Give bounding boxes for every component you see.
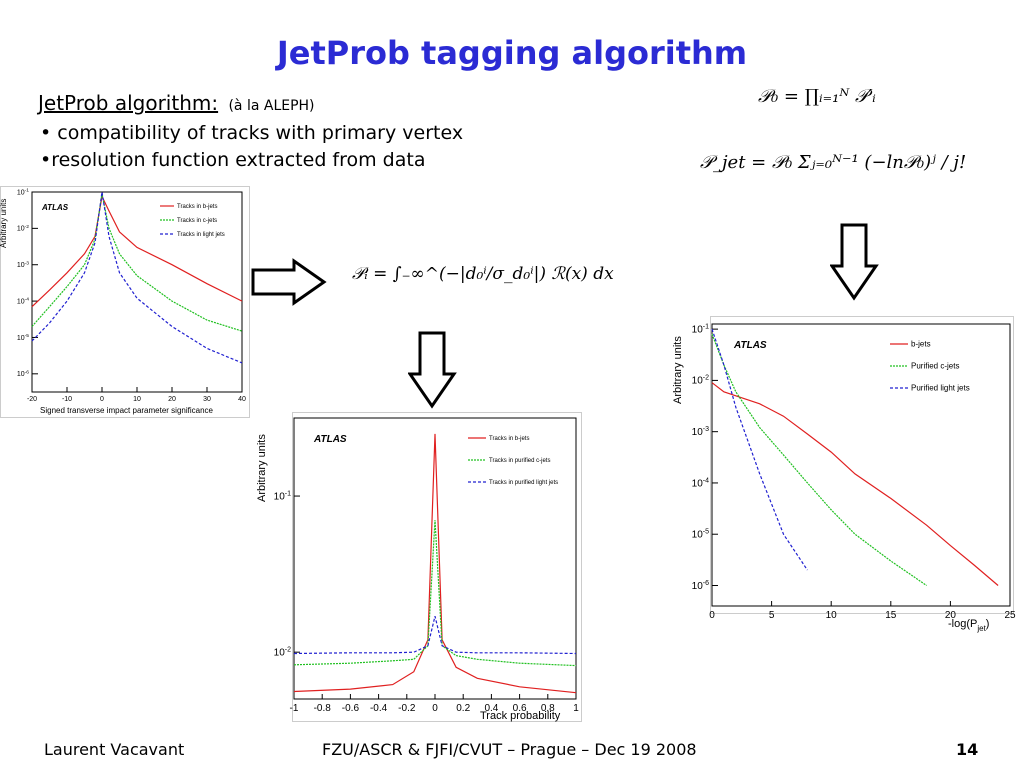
x-tick-label: 0	[432, 703, 438, 714]
legend-label: Tracks in b-jets	[489, 436, 529, 442]
chart-frame	[710, 316, 1014, 614]
x-axis-label: Signed transverse impact parameter signi…	[40, 406, 214, 415]
chart-frame	[292, 412, 582, 722]
atlas-label: ATLAS	[41, 203, 69, 212]
formula-pjet: 𝒫_jet = 𝒫₀ Σⱼ₌₀ᴺ⁻¹ (−ln𝒫₀)ʲ / j!	[700, 152, 967, 173]
x-tick-label: -1	[290, 703, 299, 714]
right-arrow-icon	[251, 258, 327, 306]
atlas-label: ATLAS	[733, 340, 767, 351]
x-tick-label: 0.6	[513, 703, 527, 714]
x-tick-label: 0	[100, 396, 104, 403]
x-tick-label: 0.4	[484, 703, 498, 714]
legend-label: Tracks in purified light jets	[489, 480, 558, 486]
chart-frame	[0, 186, 250, 418]
bullet-resolution: •resolution function extracted from data	[40, 149, 426, 171]
page-number: 14	[956, 740, 979, 759]
chart-impact-parameter: Arbitrary units Signed transverse impact…	[0, 186, 250, 418]
subtitle: JetProb algorithm: (à la ALEPH)	[38, 91, 315, 115]
y-axis-label: Arbitrary units	[0, 199, 8, 248]
down-arrow-icon	[830, 223, 879, 301]
legend-label: Purified c-jets	[911, 362, 959, 371]
formula-p0: 𝒫₀ = ∏ᵢ₌₁ᴺ 𝒫′ᵢ	[758, 86, 876, 107]
series-line	[711, 328, 808, 571]
legend-label: Tracks in b-jets	[177, 204, 217, 210]
y-tick-label: 10-2	[274, 647, 291, 659]
subtitle-note: (à la ALEPH)	[228, 98, 315, 114]
y-axis-label: Arbitrary units	[672, 336, 684, 404]
y-tick-label: 10-3	[692, 426, 709, 438]
series-line	[31, 194, 243, 308]
y-tick-label: 10-6	[17, 369, 29, 378]
x-tick-label: -20	[27, 396, 37, 403]
x-tick-label: -0.6	[342, 703, 360, 714]
x-tick-label: 10	[826, 610, 838, 621]
down-arrow-icon	[408, 331, 457, 409]
atlas-label: ATLAS	[313, 434, 347, 445]
x-tick-label: 1	[573, 703, 579, 714]
footer-venue: FZU/ASCR & FJFI/CVUT – Prague – Dec 19 2…	[322, 740, 697, 759]
y-tick-label: 10-4	[692, 477, 709, 489]
x-tick-label: -0.8	[314, 703, 332, 714]
y-tick-label: 10-2	[692, 375, 709, 387]
chart-track-probability: Arbitrary units Track probability ATLAS …	[256, 412, 582, 722]
x-tick-label: 20	[945, 610, 957, 621]
x-tick-label: 0	[709, 610, 715, 621]
x-tick-label: 25	[1004, 610, 1016, 621]
y-tick-label: 10-5	[17, 333, 29, 342]
chart-jet-probability: Arbitrary units -log(Pjet) ATLAS 0 5 10 15 2…	[672, 316, 1016, 633]
formula-pi: 𝒫ᵢ = ∫₋∞^(−|d₀ⁱ/σ_d₀ⁱ|) ℛ(x) dx	[352, 264, 614, 284]
x-tick-label: 20	[168, 396, 176, 403]
bullet-compatibility: • compatibility of tracks with primary v…	[40, 122, 464, 144]
x-tick-label: 5	[769, 610, 775, 621]
y-tick-label: 10-4	[17, 297, 29, 306]
x-tick-label: -10	[62, 396, 72, 403]
legend-label: Tracks in c-jets	[177, 218, 217, 224]
x-tick-label: 30	[203, 396, 211, 403]
series-line	[711, 382, 999, 586]
x-axis-label: -log(Pjet)	[948, 618, 989, 633]
y-tick-label: 10-1	[692, 323, 709, 335]
y-tick-label: 10-3	[17, 260, 29, 269]
series-line	[293, 520, 577, 667]
x-axis-label: Track probability	[480, 710, 561, 722]
x-tick-label: 40	[238, 396, 246, 403]
y-tick-label: 10-2	[17, 224, 29, 233]
x-tick-label: -0.4	[370, 703, 388, 714]
x-tick-label: 15	[885, 610, 897, 621]
y-tick-label: 10-5	[692, 529, 709, 541]
y-tick-label: 10-6	[692, 580, 709, 592]
series-line	[31, 193, 243, 332]
x-tick-label: -0.2	[398, 703, 416, 714]
series-line	[711, 333, 927, 586]
legend-label: Tracks in purified c-jets	[489, 458, 550, 464]
legend-label: b-jets	[911, 340, 931, 349]
series-line	[31, 191, 243, 364]
subtitle-main: JetProb algorithm:	[38, 91, 219, 115]
x-tick-label: 0.2	[456, 703, 470, 714]
x-tick-label: 0.8	[541, 703, 555, 714]
footer-author: Laurent Vacavant	[44, 740, 185, 759]
y-tick-label: 10-1	[17, 188, 29, 197]
series-line	[293, 433, 577, 694]
series-line	[293, 616, 577, 655]
x-tick-label: 10	[133, 396, 141, 403]
legend-label: Purified light jets	[911, 384, 970, 393]
legend-label: Tracks in light jets	[177, 232, 225, 238]
y-axis-label: Arbitrary units	[256, 434, 268, 502]
y-tick-label: 10-1	[274, 490, 291, 502]
plot-frame	[711, 323, 1011, 607]
slide-title: JetProb tagging algorithm	[276, 34, 748, 72]
